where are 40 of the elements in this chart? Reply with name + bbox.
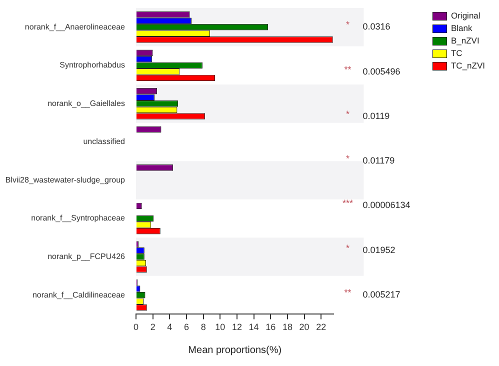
y-tick-label: norank_f__Caldilineaceae bbox=[32, 290, 126, 300]
y-tick-label: unclassified bbox=[83, 137, 125, 146]
y-tick-label: Syntrophorhabdus bbox=[60, 60, 125, 70]
text: ** bbox=[344, 288, 352, 298]
x-tick-label: 2 bbox=[150, 322, 156, 332]
text: 0.005496 bbox=[362, 66, 400, 76]
legend-label: TC bbox=[450, 48, 462, 58]
text: * bbox=[346, 242, 350, 253]
x-tick-label: 12 bbox=[232, 322, 242, 332]
x-tick-label: 6 bbox=[184, 322, 189, 332]
x-tick-label: 16 bbox=[266, 322, 276, 332]
legend-label: TC_nZVI bbox=[450, 60, 486, 71]
y-tick-label: norank_f__Syntrophaceae bbox=[31, 214, 126, 223]
text: * bbox=[346, 108, 350, 119]
x-tick-label: 22 bbox=[316, 322, 326, 332]
text: 0.005217 bbox=[362, 290, 400, 300]
text: 0.01952 bbox=[362, 244, 396, 255]
legend-label: Original bbox=[450, 10, 480, 21]
x-tick-label: 8 bbox=[200, 322, 206, 332]
text: 0.01179 bbox=[362, 156, 395, 166]
y-tick-label: norank_p__FCPU426 bbox=[48, 252, 126, 261]
y-tick-label: norank_f__Anaerolineaceae bbox=[24, 22, 126, 32]
y-tick-label: Blvii28_wastewater-sludge_group bbox=[5, 175, 126, 184]
x-axis-title: Mean proportions(%) bbox=[188, 344, 282, 356]
x-tick-label: 10 bbox=[215, 322, 226, 332]
text: * bbox=[346, 20, 350, 30]
y-tick-label: norank_o__Gaiellales bbox=[48, 98, 125, 108]
text: 0.00006134 bbox=[362, 200, 410, 210]
x-tick-label: 14 bbox=[248, 322, 259, 332]
x-tick-label: 4 bbox=[167, 322, 172, 332]
text: 0.0316 bbox=[362, 22, 390, 32]
legend-label: B_nZVI bbox=[450, 36, 480, 46]
x-tick-label: 0 bbox=[133, 322, 139, 332]
text: ** bbox=[344, 64, 352, 74]
x-tick-label: 18 bbox=[282, 322, 292, 332]
text: *** bbox=[342, 198, 354, 208]
legend-label: Blank bbox=[450, 23, 474, 34]
x-tick-label: 20 bbox=[299, 322, 310, 332]
text: * bbox=[346, 154, 350, 164]
text: 0.0119 bbox=[362, 110, 390, 121]
